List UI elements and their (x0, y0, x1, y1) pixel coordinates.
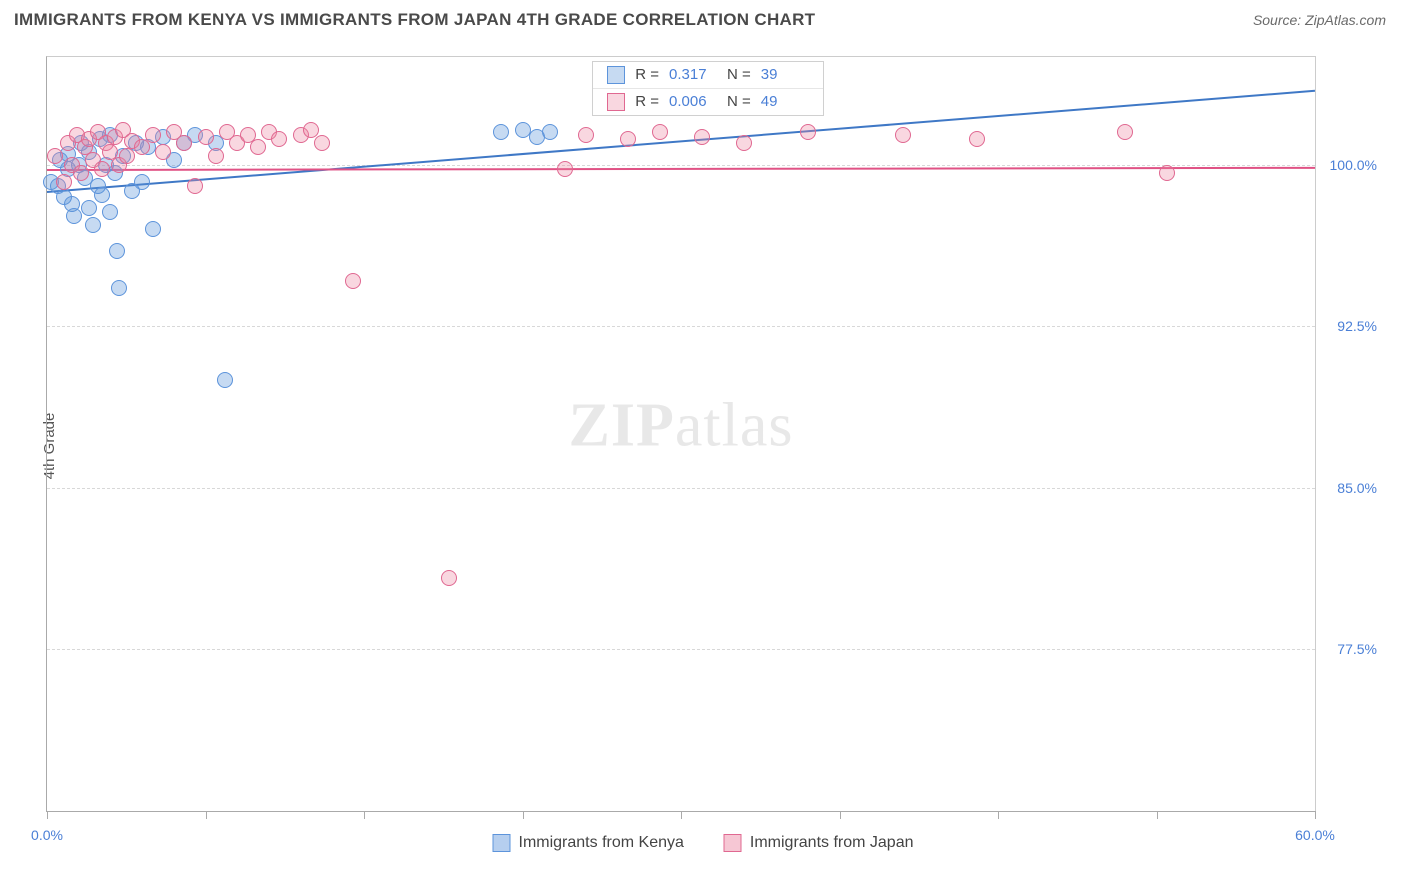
data-point (694, 129, 710, 145)
legend-swatch (724, 834, 742, 852)
data-point (187, 178, 203, 194)
y-tick-label: 85.0% (1337, 480, 1377, 496)
data-point (73, 165, 89, 181)
x-tick (523, 811, 524, 819)
data-point (314, 135, 330, 151)
data-point (1117, 124, 1133, 140)
data-point (493, 124, 509, 140)
data-point (176, 135, 192, 151)
data-point (134, 139, 150, 155)
data-point (578, 127, 594, 143)
x-tick (364, 811, 365, 819)
x-tick-label: 0.0% (31, 827, 63, 843)
legend-swatch (607, 66, 625, 84)
legend-item: Immigrants from Kenya (493, 834, 684, 852)
x-tick (1157, 811, 1158, 819)
data-point (652, 124, 668, 140)
x-tick (47, 811, 48, 819)
data-point (145, 127, 161, 143)
data-point (969, 131, 985, 147)
data-point (109, 243, 125, 259)
data-point (736, 135, 752, 151)
data-point (145, 221, 161, 237)
grid-line (47, 488, 1315, 489)
data-point (134, 174, 150, 190)
data-point (895, 127, 911, 143)
data-point (345, 273, 361, 289)
data-point (81, 200, 97, 216)
grid-line (47, 649, 1315, 650)
grid-line (47, 165, 1315, 166)
x-tick (206, 811, 207, 819)
legend-item: Immigrants from Japan (724, 834, 914, 852)
source-label: Source: ZipAtlas.com (1253, 12, 1386, 28)
data-point (557, 161, 573, 177)
data-point (800, 124, 816, 140)
data-point (250, 139, 266, 155)
data-point (119, 148, 135, 164)
data-point (111, 280, 127, 296)
legend-label: Immigrants from Japan (750, 834, 914, 852)
bottom-legend: Immigrants from Kenya Immigrants from Jap… (493, 834, 914, 852)
data-point (198, 129, 214, 145)
chart-area: ZIPatlas 77.5%85.0%92.5%100.0%0.0%60.0%R… (46, 56, 1316, 812)
data-point (94, 161, 110, 177)
data-point (47, 148, 63, 164)
data-point (620, 131, 636, 147)
data-point (271, 131, 287, 147)
data-point (85, 217, 101, 233)
x-tick (1315, 811, 1316, 819)
data-point (155, 144, 171, 160)
correlation-legend-row: R =0.006N =49 (593, 89, 823, 115)
data-point (217, 372, 233, 388)
plot-region: ZIPatlas 77.5%85.0%92.5%100.0%0.0%60.0%R… (46, 56, 1316, 812)
correlation-legend: R =0.317N =39R =0.006N =49 (592, 61, 824, 116)
y-tick-label: 77.5% (1337, 641, 1377, 657)
data-point (66, 208, 82, 224)
data-point (441, 570, 457, 586)
data-point (208, 148, 224, 164)
legend-swatch (607, 93, 625, 111)
trend-line (47, 167, 1315, 171)
correlation-legend-row: R =0.317N =39 (593, 62, 823, 89)
x-tick-label: 60.0% (1295, 827, 1335, 843)
data-point (94, 187, 110, 203)
chart-title: IMMIGRANTS FROM KENYA VS IMMIGRANTS FROM… (14, 10, 815, 30)
grid-line (47, 326, 1315, 327)
legend-label: Immigrants from Kenya (519, 834, 684, 852)
legend-swatch (493, 834, 511, 852)
y-tick-label: 92.5% (1337, 318, 1377, 334)
x-tick (998, 811, 999, 819)
data-point (515, 122, 531, 138)
x-tick (681, 811, 682, 819)
data-point (542, 124, 558, 140)
data-point (56, 174, 72, 190)
data-point (1159, 165, 1175, 181)
x-tick (840, 811, 841, 819)
watermark: ZIPatlas (569, 391, 794, 462)
data-point (102, 204, 118, 220)
y-tick-label: 100.0% (1330, 157, 1377, 173)
